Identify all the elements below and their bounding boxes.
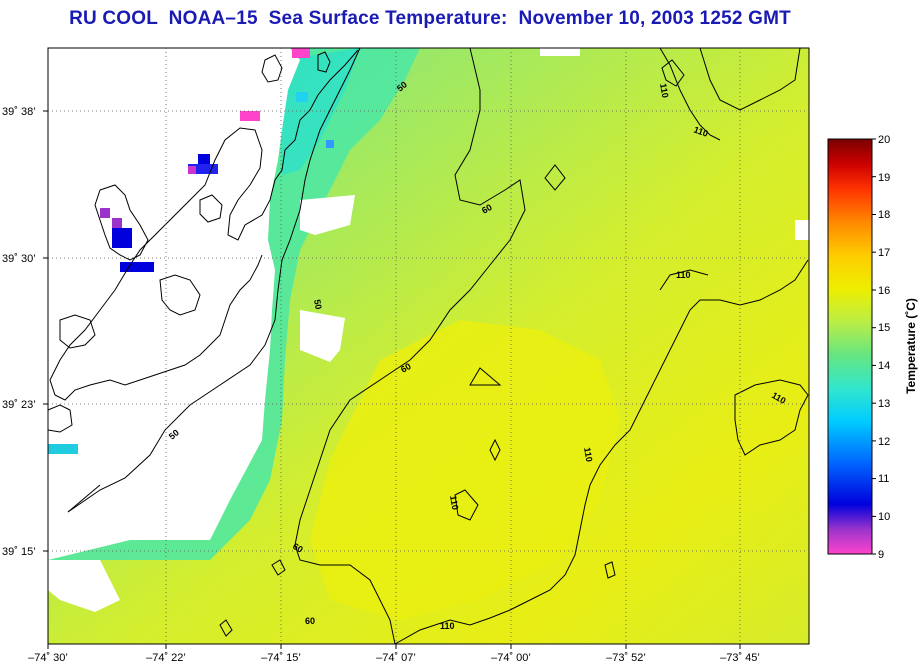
colorbar-tick-label: 10 xyxy=(878,511,890,523)
colorbar-tick-label: 11 xyxy=(878,473,889,485)
colorbar-ticks xyxy=(872,138,876,555)
colorbar-tick-label: 14 xyxy=(878,360,890,372)
contour-label: 50 xyxy=(167,427,181,441)
latitude-tick-label: 39˚ 30’ xyxy=(2,253,36,265)
colorbar-tick-label: 16 xyxy=(878,285,890,297)
contour-label: 60 xyxy=(399,361,413,375)
cold-pixel xyxy=(240,111,260,121)
colorbar-tick-label: 18 xyxy=(878,209,890,221)
colorbar-scale xyxy=(827,138,873,555)
latitude-tick-label: 39˚ 23’ xyxy=(2,399,36,411)
cold-pixel xyxy=(296,92,308,102)
colorbar-tick-label: 15 xyxy=(878,322,890,334)
longitude-tick-label: –73˚ 45’ xyxy=(720,652,760,664)
longitude-tick-label: –74˚ 00’ xyxy=(491,652,531,664)
no-data-patch xyxy=(48,560,120,612)
no-data-patch xyxy=(300,310,345,362)
latitude-tick-label: 39˚ 15’ xyxy=(2,546,36,558)
colorbar-axis-label: Temperature (˚C) xyxy=(904,298,918,394)
map-frame xyxy=(47,47,810,645)
cold-pixel xyxy=(100,208,110,218)
axis-ticks xyxy=(43,110,741,649)
contour-label: 60 xyxy=(480,202,494,216)
chart-title: RU COOL NOAA–15 Sea Surface Temperature:… xyxy=(69,8,791,29)
colorbar-tick-label: 13 xyxy=(878,398,890,410)
contour-label: 110 xyxy=(582,447,594,463)
warm-core xyxy=(310,320,620,620)
colorbar-tick-label: 17 xyxy=(878,247,890,259)
longitude-tick-label: –74˚ 30’ xyxy=(28,652,68,664)
graticule xyxy=(48,48,809,644)
contour-label: 110 xyxy=(676,270,691,280)
no-data-patch xyxy=(540,48,580,56)
contour-label: 110 xyxy=(658,83,670,99)
longitude-tick-label: –74˚ 22’ xyxy=(146,652,186,664)
cold-pixel xyxy=(188,166,196,174)
contour-label: 110 xyxy=(440,621,455,631)
cold-pixel xyxy=(112,218,122,228)
cold-pixel xyxy=(188,164,218,174)
contour-label: 50 xyxy=(312,299,324,311)
contour-label: 60 xyxy=(305,616,315,626)
cold-pixel xyxy=(326,140,334,148)
no-data-patch xyxy=(795,220,809,240)
longitude-tick-label: –74˚ 15’ xyxy=(261,652,301,664)
contour-label-group: 50 50 50 60 60 60 60 110 110 110 110 110… xyxy=(167,79,788,631)
longitude-tick-label: –73˚ 52’ xyxy=(606,652,646,664)
map-area: 50 50 50 60 60 60 60 110 110 110 110 110… xyxy=(2,47,810,664)
longitude-tick-label: –74˚ 07’ xyxy=(376,652,416,664)
colorbar-tick-label: 12 xyxy=(878,436,890,448)
colorbar-legend: 20 19 18 17 16 15 14 13 12 11 10 9 Tempe… xyxy=(827,134,918,561)
cyan-nearshore xyxy=(280,48,360,175)
contour-label: 110 xyxy=(448,495,460,511)
latitude-tick-label: 39˚ 38’ xyxy=(2,106,36,118)
no-data-patch xyxy=(300,195,355,235)
colorbar-tick-label: 19 xyxy=(878,172,890,184)
cold-pixel xyxy=(120,262,154,272)
colorbar-tick-label: 20 xyxy=(878,134,890,146)
cold-pixel xyxy=(112,228,132,248)
longitude-axis: –74˚ 30’ –74˚ 22’ –74˚ 15’ –74˚ 07’ –74˚… xyxy=(28,652,760,664)
land-mass xyxy=(48,48,300,560)
contour-label: 50 xyxy=(395,79,409,93)
latitude-axis: 39˚ 38’ 39˚ 30’ 39˚ 23’ 39˚ 15’ xyxy=(2,106,36,558)
cold-pixel xyxy=(48,444,78,454)
cold-pixel xyxy=(292,48,310,58)
colorbar-tick-label: 9 xyxy=(878,549,884,561)
contour-label: 110 xyxy=(692,124,709,138)
contour-lines xyxy=(67,47,809,645)
contour-label: 60 xyxy=(291,541,305,555)
coastline xyxy=(47,49,359,433)
